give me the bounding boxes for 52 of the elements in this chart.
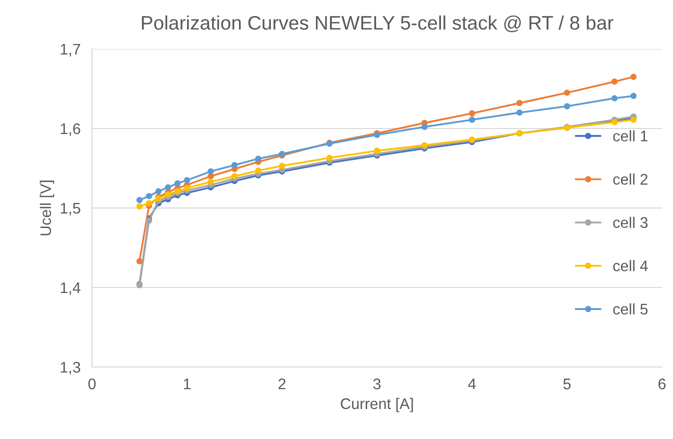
x-axis-title: Current [A]	[340, 398, 413, 412]
point	[155, 188, 162, 194]
y-tick-label: 1,7	[60, 44, 80, 56]
y-tick-label: 1,4	[60, 282, 80, 295]
point	[136, 196, 143, 204]
point	[146, 192, 152, 200]
point	[136, 258, 143, 264]
point	[136, 203, 143, 210]
point	[208, 168, 214, 175]
legend-label: cell 4	[613, 260, 648, 272]
x-tick-label: 0	[88, 378, 96, 390]
point	[184, 177, 190, 184]
point	[611, 78, 618, 85]
x-tick-label: 4	[468, 378, 476, 390]
point	[611, 95, 618, 102]
x-tick-label: 3	[373, 378, 381, 390]
point	[255, 156, 262, 162]
y-axis-title: Ucell [V]	[40, 180, 54, 236]
point	[468, 110, 476, 117]
point	[231, 162, 238, 168]
y-tick-label: 1,6	[60, 123, 80, 136]
point	[516, 109, 523, 116]
y-tick-label: 1,5	[60, 203, 80, 216]
point	[146, 218, 152, 224]
point	[164, 184, 172, 190]
point	[630, 74, 637, 80]
point	[468, 116, 476, 123]
x-tick-label: 5	[563, 378, 571, 390]
point	[630, 92, 637, 100]
point	[231, 173, 238, 180]
legend-label: cell 1	[613, 130, 648, 142]
point	[146, 200, 152, 206]
point	[255, 168, 262, 174]
x-tick-label: 2	[278, 378, 286, 390]
point	[516, 100, 523, 106]
point	[208, 178, 214, 185]
point	[278, 162, 286, 169]
chart-title: Polarization Curves NEWELY 5-cell stack @ RT / 8 bar	[142, 15, 614, 32]
point	[164, 191, 172, 198]
point	[184, 185, 190, 192]
point	[374, 148, 380, 154]
y-tick-label: 1,3	[60, 362, 80, 374]
point	[174, 180, 181, 186]
point	[564, 103, 570, 110]
legend-label: cell 3	[613, 216, 648, 228]
x-tick-label: 1	[184, 378, 191, 390]
point	[421, 124, 428, 130]
legend-label: cell 5	[613, 303, 648, 315]
point	[564, 90, 570, 96]
x-tick-label: 6	[658, 378, 666, 390]
legend-label: cell 2	[613, 174, 648, 185]
point	[326, 154, 333, 162]
